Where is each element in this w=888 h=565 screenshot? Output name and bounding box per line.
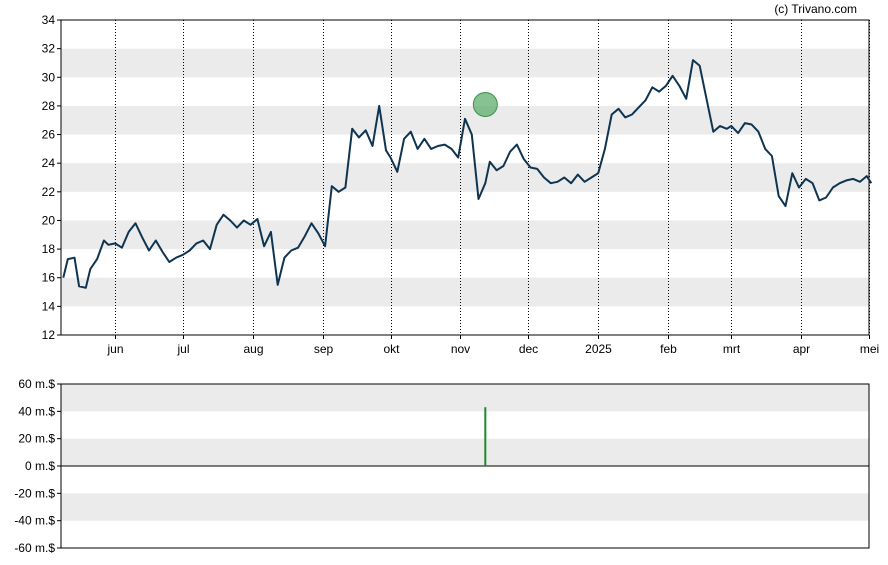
- y-tick-label: 28: [42, 99, 56, 113]
- x-tick-label: dec: [519, 342, 538, 356]
- x-tick-label: aug: [243, 342, 263, 356]
- price-band: [61, 163, 869, 192]
- volume-y-tick-label: 20 m.$: [18, 432, 55, 446]
- volume-y-axis: -60 m.$ -40 m.$ -20 m.$ 0 m.$ 20 m.$ 40 m.$ 60…: [14, 377, 61, 555]
- y-tick-label: 30: [42, 70, 56, 84]
- y-tick-label: 18: [42, 242, 56, 256]
- volume-band: [61, 384, 869, 412]
- x-tick-label: nov: [451, 342, 470, 356]
- x-tick-label: jun: [106, 342, 123, 356]
- price-band: [61, 277, 869, 307]
- x-tick-label: okt: [383, 342, 400, 356]
- price-band: [61, 220, 869, 250]
- volume-y-tick-label: -60 m.$: [14, 541, 55, 555]
- price-y-axis: 12 14 16 18 20 22 24 26 28 30 32 34: [42, 13, 61, 342]
- x-tick-label: apr: [793, 342, 810, 356]
- volume-y-tick-label: -20 m.$: [14, 486, 55, 500]
- price-x-axis: jun jul aug sep okt nov dec 2025 feb mrt apr mei: [106, 335, 879, 356]
- y-tick-label: 34: [42, 13, 56, 27]
- y-tick-label: 20: [42, 213, 56, 227]
- volume-band: [61, 493, 869, 521]
- volume-y-tick-label: 40 m.$: [18, 404, 55, 418]
- price-panel: 12 14 16 18 20 22 24 26 28 30 32 34 jun jul aug sep okt…: [42, 13, 880, 356]
- y-tick-label: 16: [42, 271, 56, 285]
- y-tick-label: 26: [42, 128, 56, 142]
- volume-band: [61, 438, 869, 466]
- volume-bands: [61, 384, 869, 521]
- x-tick-label: feb: [660, 342, 677, 356]
- y-tick-label: 22: [42, 185, 56, 199]
- volume-y-tick-label: -40 m.$: [14, 514, 55, 528]
- x-tick-label: sep: [314, 342, 334, 356]
- x-tick-label: mei: [860, 342, 879, 356]
- x-tick-label: jul: [176, 342, 189, 356]
- y-tick-label: 12: [42, 328, 56, 342]
- price-plot-border: [60, 19, 870, 336]
- y-tick-label: 24: [42, 156, 56, 170]
- y-tick-label: 32: [42, 42, 56, 56]
- price-band: [61, 48, 869, 78]
- volume-panel: -60 m.$ -40 m.$ -20 m.$ 0 m.$ 20 m.$ 40 m.$ 60…: [14, 377, 870, 555]
- volume-y-tick-label: 0 m.$: [25, 459, 55, 473]
- y-tick-label: 14: [42, 299, 56, 313]
- event-marker: [472, 91, 498, 117]
- price-bands: [61, 48, 869, 307]
- price-line: [62, 59, 873, 289]
- x-tick-label: 2025: [585, 342, 612, 356]
- volume-y-tick-label: 60 m.$: [18, 377, 55, 391]
- chart-credit: (c) Trivano.com: [774, 2, 857, 16]
- x-tick-label: mrt: [723, 342, 741, 356]
